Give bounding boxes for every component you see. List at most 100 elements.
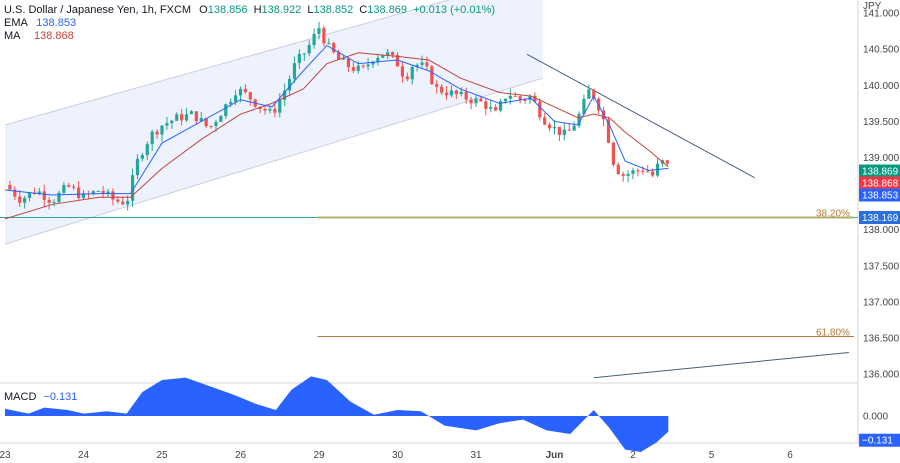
- ema-label: EMA: [4, 17, 28, 29]
- candle-body: [587, 89, 591, 99]
- price-badge-bg: [859, 164, 900, 178]
- ema-line: [4, 44, 669, 196]
- candle-body: [489, 107, 493, 109]
- candle-body: [440, 86, 444, 93]
- candle-body: [626, 173, 630, 176]
- candle-body: [160, 125, 164, 135]
- candle-body: [572, 125, 576, 131]
- price-badge-label: 138.869: [862, 167, 899, 178]
- candle-body: [96, 190, 100, 192]
- macd-label: MACD: [4, 391, 37, 403]
- candle-body: [405, 76, 409, 80]
- currency-label: JPY: [863, 1, 882, 12]
- ma-line: [4, 52, 669, 220]
- candle-body: [273, 108, 277, 113]
- candle-body: [611, 142, 615, 165]
- time-tick-label: 26: [235, 450, 247, 461]
- candle-body: [582, 98, 586, 115]
- ma-label: MA: [4, 30, 20, 42]
- ma-legend[interactable]: MA 138.868: [4, 30, 74, 43]
- candle-body: [327, 43, 331, 45]
- candle-body: [322, 28, 326, 44]
- candle-body: [263, 108, 267, 111]
- macd-legend[interactable]: MACD −0.131: [4, 391, 77, 404]
- candle-body: [577, 114, 581, 126]
- candle-body: [651, 171, 655, 176]
- candle-body: [503, 98, 508, 102]
- ema-legend[interactable]: EMA 138.853: [4, 17, 76, 30]
- candle-body: [287, 78, 292, 91]
- candle-body: [101, 190, 105, 194]
- candle-body: [184, 114, 189, 121]
- candle-body: [175, 114, 179, 121]
- ema-value: 138.853: [36, 17, 77, 29]
- macd-area: [5, 376, 669, 452]
- candle-body: [479, 98, 483, 102]
- ohlc-open-label: O: [199, 4, 208, 16]
- candle-body: [400, 66, 405, 77]
- candle-body: [204, 118, 208, 126]
- candle-body: [317, 28, 321, 35]
- price-badge-bg: [859, 188, 900, 202]
- candle-body: [106, 191, 110, 194]
- candle-body: [23, 197, 27, 203]
- candle-body: [224, 104, 228, 117]
- candle-body: [454, 90, 458, 95]
- price-badge-label: 138.868: [862, 179, 899, 190]
- candle-body: [444, 92, 449, 96]
- channel-band: [5, 0, 543, 245]
- candle-body: [121, 201, 125, 205]
- candle-body: [464, 91, 468, 100]
- price-tick-label: 138.000: [863, 225, 900, 236]
- candle-body: [616, 164, 620, 175]
- candle-body: [528, 95, 532, 100]
- candle-body: [233, 95, 238, 102]
- candle-body: [91, 191, 95, 194]
- candle-body: [268, 108, 272, 111]
- candle-body: [498, 101, 503, 111]
- candle-body: [219, 116, 223, 122]
- symbol-header: U.S. Dollar / Japanese Yen, 1h, FXCM O13…: [4, 4, 495, 17]
- ohlc-open: 138.856: [207, 4, 248, 16]
- price-tick-label: 139.500: [863, 117, 900, 128]
- price-tick-label: 140.000: [863, 81, 900, 92]
- candle-body: [513, 95, 517, 97]
- channel-upper-line: [4, 0, 451, 126]
- candle-body: [371, 61, 375, 65]
- candle-body: [116, 199, 120, 202]
- candle-body: [381, 55, 385, 58]
- candle-body: [425, 62, 429, 67]
- candle-body: [361, 65, 365, 67]
- ohlc-low-label: L: [307, 4, 314, 16]
- candle-body: [547, 124, 552, 129]
- candle-body: [346, 58, 351, 68]
- candle-body: [229, 101, 233, 105]
- candle-body: [67, 185, 71, 187]
- candle-body: [194, 111, 198, 122]
- candle-body: [376, 57, 380, 62]
- candle-body: [57, 192, 61, 203]
- candle-body: [430, 66, 434, 85]
- time-tick-label: 2: [630, 450, 636, 461]
- price-badge: 138.868: [859, 176, 900, 190]
- candle-body: [170, 120, 174, 124]
- candle-body: [243, 88, 248, 93]
- candle-body: [494, 107, 498, 111]
- candle-body: [341, 58, 346, 60]
- candle-body: [562, 129, 566, 135]
- candle-body: [140, 155, 144, 159]
- time-tick-label: 30: [392, 450, 404, 461]
- candle-body: [592, 89, 596, 99]
- candle-body: [621, 174, 625, 176]
- candle-body: [150, 131, 154, 145]
- fib-level-label: 61.80%: [816, 328, 850, 339]
- candle-body: [135, 158, 140, 176]
- ohlc-change: +0.013 (+0.01%): [413, 4, 496, 16]
- time-tick-label: 29: [313, 450, 325, 461]
- price-badge-bg: [859, 176, 900, 190]
- candle-body: [484, 101, 488, 109]
- candle-body: [641, 170, 645, 172]
- ohlc-high-label: H: [253, 4, 262, 16]
- candle-body: [332, 43, 336, 53]
